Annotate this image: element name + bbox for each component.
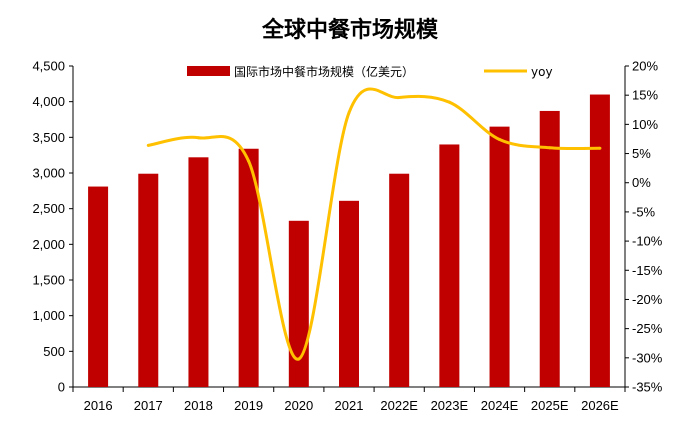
x-tick-label: 2019 [234,398,263,413]
tick-labels: 0 500 1,000 1,500 2,000 2,500 3,000 3,500 4,000 4… [32,59,662,414]
right-tick-label: 5% [632,146,651,161]
bar [88,186,109,387]
bar [389,173,410,387]
chart-title: 全球中餐市场规模 [261,18,438,43]
left-tick-label: 1,500 [32,273,65,288]
left-tick-label: 500 [43,344,65,359]
bar-series [88,94,610,388]
right-tick-label: 20% [632,59,658,74]
right-tick-label: 0% [632,175,651,190]
x-tick-label: 2023E [431,398,469,413]
left-tick-label: 4,500 [32,59,65,74]
x-tick-label: 2020 [284,398,313,413]
right-tick-label: -25% [632,321,663,336]
yoy-point [498,138,502,142]
right-tick-label: -5% [632,204,656,219]
right-tick-label: 10% [632,117,658,132]
yoy-point [247,159,251,163]
x-tick-label: 2024E [481,398,519,413]
yoy-line-series [146,87,602,361]
legend-bar-swatch [187,66,230,76]
right-tick-label: -15% [632,263,663,278]
left-tick-label: 3,500 [32,130,65,145]
bar [238,148,259,387]
bar [138,173,159,387]
yoy-point [397,96,401,100]
yoy-point [347,111,351,115]
yoy-point [447,100,451,104]
bar [539,110,560,387]
x-tick-label: 2018 [184,398,213,413]
left-tick-label: 1,000 [32,308,65,323]
left-tick-label: 4,000 [32,94,65,109]
legend: 国际市场中餐市场规模（亿美元） yoy [187,64,553,79]
bar [439,144,460,387]
yoy-point [146,143,150,147]
yoy-point [598,146,602,150]
bar [188,157,209,387]
left-tick-label: 3,000 [32,166,65,181]
bar [489,126,510,387]
yoy-point [548,146,552,150]
legend-bar-label: 国际市场中餐市场规模（亿美元） [234,64,414,79]
bar [589,94,610,388]
right-tick-label: -20% [632,292,663,307]
x-tick-label: 2021 [335,398,364,413]
yoy-point [196,136,200,140]
yoy-point [297,357,301,361]
x-tick-label: 2025E [531,398,569,413]
bar [288,220,309,387]
left-tick-label: 2,000 [32,237,65,252]
legend-line-label: yoy [531,65,553,79]
right-tick-label: -35% [632,380,663,395]
x-tick-label: 2022E [380,398,418,413]
x-tick-label: 2017 [134,398,163,413]
right-tick-label: -30% [632,350,663,365]
left-tick-label: 0 [58,380,65,395]
x-tick-label: 2016 [84,398,113,413]
yoy-line [147,87,600,361]
x-tick-label: 2026E [581,398,619,413]
bar [339,200,359,387]
right-tick-label: -10% [632,234,663,249]
right-tick-label: 15% [632,88,658,103]
left-tick-label: 2,500 [32,201,65,216]
